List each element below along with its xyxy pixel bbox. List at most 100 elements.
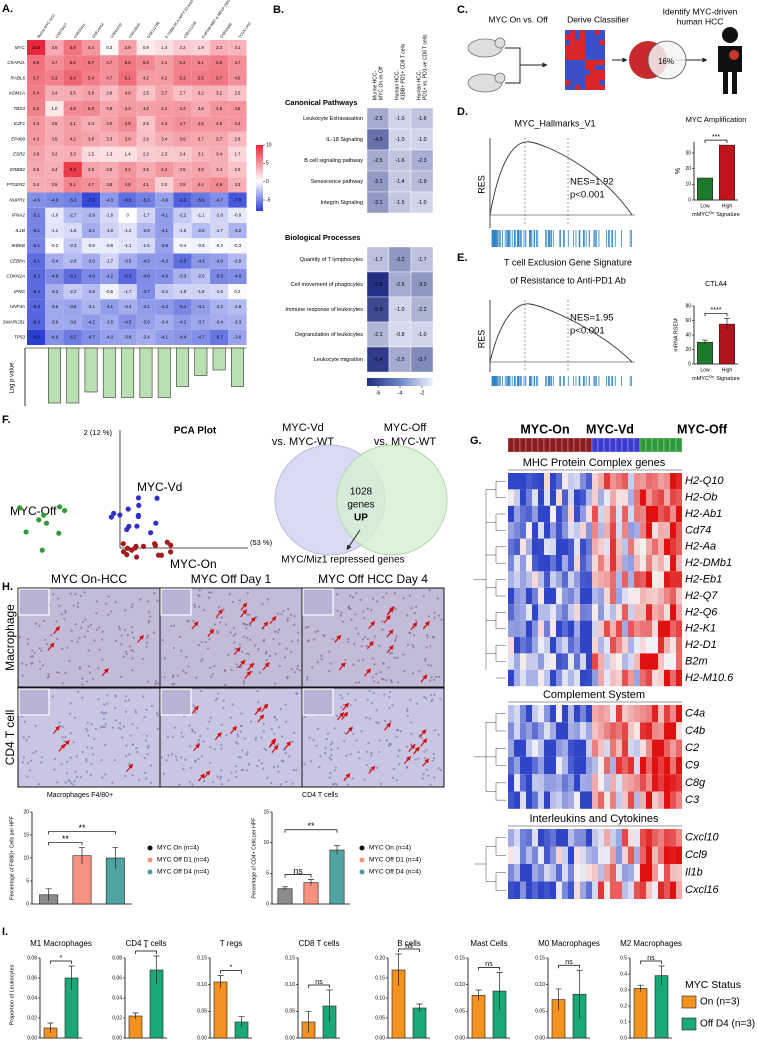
heatmap-cell bbox=[100, 253, 119, 269]
classifier-cell bbox=[600, 55, 605, 60]
heatmap-cell bbox=[45, 284, 64, 300]
classifier-cell bbox=[575, 30, 580, 35]
group-bar-cell bbox=[633, 437, 641, 453]
heatmap-cell bbox=[508, 829, 514, 847]
nucleus bbox=[123, 628, 127, 632]
nucleus bbox=[172, 646, 176, 650]
classifier-cell bbox=[565, 55, 570, 60]
nucleus bbox=[357, 681, 361, 684]
row-label: E2F1 bbox=[14, 121, 25, 126]
heatmap-cell bbox=[118, 223, 137, 239]
heatmap-cell bbox=[610, 571, 616, 588]
nucleus bbox=[57, 597, 60, 600]
nucleus bbox=[154, 682, 157, 686]
cell-value: -4.7 bbox=[87, 335, 95, 340]
heatmap-cell bbox=[568, 571, 574, 588]
heatmap-cell bbox=[562, 864, 568, 882]
nucleus bbox=[246, 623, 249, 626]
nucleus bbox=[429, 783, 432, 786]
arrow bbox=[420, 738, 428, 747]
cell-value: -1.2 bbox=[124, 228, 132, 233]
column-label: TCGA LIHC bbox=[238, 21, 252, 39]
bar bbox=[303, 882, 319, 905]
heatmap-cell bbox=[538, 774, 544, 792]
heatmap-cell bbox=[155, 70, 174, 86]
nucleus bbox=[152, 631, 156, 634]
nucleus bbox=[72, 604, 75, 607]
heatmap-cell bbox=[556, 637, 562, 654]
heatmap-cell bbox=[508, 653, 514, 670]
nucleus bbox=[224, 683, 227, 687]
nucleus bbox=[197, 739, 200, 742]
classifier-cell bbox=[570, 50, 575, 55]
nucleus bbox=[154, 679, 158, 683]
group-bar-cell bbox=[645, 437, 653, 453]
cell-value: -4.1 bbox=[106, 304, 114, 309]
heatmap-cell bbox=[640, 555, 646, 572]
heatmap-cell bbox=[526, 555, 532, 572]
nucleus bbox=[74, 770, 77, 773]
nucleus bbox=[265, 749, 268, 752]
heatmap-cell bbox=[664, 791, 670, 809]
heatmap-cell bbox=[640, 846, 646, 864]
heatmap-cell bbox=[598, 705, 604, 723]
nucleus bbox=[171, 683, 174, 686]
nucleus bbox=[355, 627, 358, 630]
nucleus bbox=[363, 778, 366, 781]
heatmap-cell bbox=[532, 620, 538, 637]
nucleus bbox=[245, 627, 248, 630]
cell-value: 4.8 bbox=[125, 182, 132, 187]
nucleus bbox=[393, 592, 396, 595]
classifier-cell bbox=[575, 45, 580, 50]
heatmap-cell bbox=[514, 538, 520, 555]
nucleus bbox=[266, 598, 269, 601]
arrow bbox=[215, 609, 223, 618]
cell-value: -4.3 bbox=[161, 304, 169, 309]
error-bar bbox=[79, 847, 85, 864]
heatmap-cell bbox=[670, 637, 676, 654]
heatmap-cell bbox=[538, 604, 544, 621]
heatmap-cell bbox=[616, 739, 622, 757]
y-tick-label: 30 bbox=[685, 150, 691, 156]
nucleus bbox=[391, 704, 394, 707]
chart-title: CD8 T cells bbox=[298, 939, 339, 948]
classifier-cell bbox=[565, 50, 570, 55]
heatmap-cell bbox=[580, 538, 586, 555]
nucleus bbox=[316, 727, 319, 731]
heatmap-cell bbox=[610, 620, 616, 637]
heatmap-cell bbox=[640, 538, 646, 555]
classifier-cell bbox=[565, 75, 570, 80]
cell-value: 0.2 bbox=[234, 289, 241, 294]
nucleus bbox=[149, 764, 153, 767]
nucleus bbox=[68, 712, 71, 715]
nucleus bbox=[409, 743, 412, 746]
nucleus bbox=[81, 750, 84, 754]
heatmap-cell bbox=[550, 571, 556, 588]
heatmap-cell bbox=[664, 829, 670, 847]
heatmap-cell bbox=[45, 238, 64, 254]
heatmap-cell bbox=[562, 637, 568, 654]
cell-value: 4.2 bbox=[161, 75, 168, 80]
nucleus bbox=[288, 755, 291, 758]
nucleus bbox=[146, 634, 150, 637]
cell-value: -2.5 bbox=[396, 282, 405, 288]
heatmap-cell bbox=[532, 864, 538, 882]
heatmap-cell bbox=[676, 637, 682, 654]
gene-label: H2-Q7 bbox=[685, 590, 718, 602]
heatmap-cell bbox=[526, 571, 532, 588]
pca-point bbox=[39, 547, 45, 553]
nucleus bbox=[413, 611, 416, 615]
nucleus bbox=[368, 689, 371, 692]
nucleus bbox=[127, 699, 131, 702]
heatmap-cell bbox=[532, 791, 538, 809]
nucleus bbox=[329, 662, 332, 665]
nucleus bbox=[314, 630, 317, 633]
cell-value: -6.8 bbox=[374, 282, 383, 288]
y-tick-label: 0.2 bbox=[620, 1003, 627, 1009]
heatmap-cell bbox=[45, 314, 64, 330]
nucleus bbox=[45, 643, 49, 646]
heatmap-cell bbox=[514, 505, 520, 523]
heatmap-cell bbox=[556, 881, 562, 899]
heatmap-cell bbox=[634, 505, 640, 523]
heatmap-cell bbox=[610, 555, 616, 572]
